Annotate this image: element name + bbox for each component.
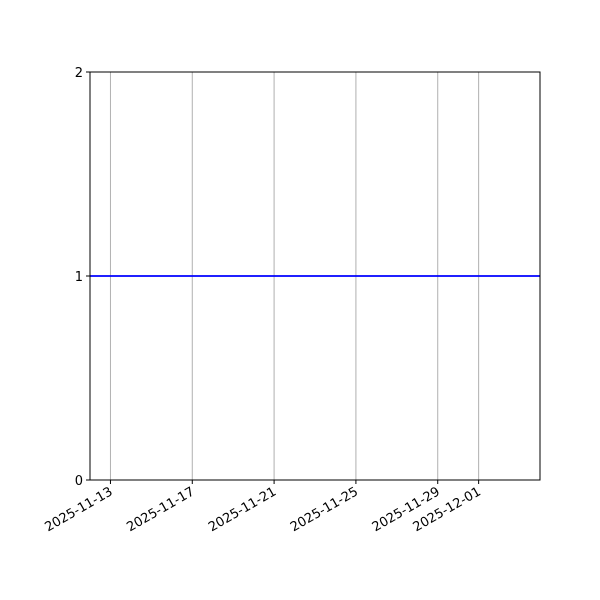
- x-tick-label: 2025-11-25: [288, 484, 361, 535]
- y-axis: 0 1 2: [75, 66, 90, 489]
- x-tick-label: 2025-11-13: [43, 484, 116, 535]
- y-tick-label: 1: [75, 270, 83, 285]
- x-tick-label: 2025-11-21: [206, 484, 279, 535]
- y-tick-label: 2: [75, 66, 83, 81]
- y-tick-label: 0: [75, 474, 83, 489]
- x-tick-label: 2025-11-17: [124, 484, 197, 535]
- x-axis: 2025-11-13 2025-11-17 2025-11-21 2025-11-25…: [43, 480, 484, 535]
